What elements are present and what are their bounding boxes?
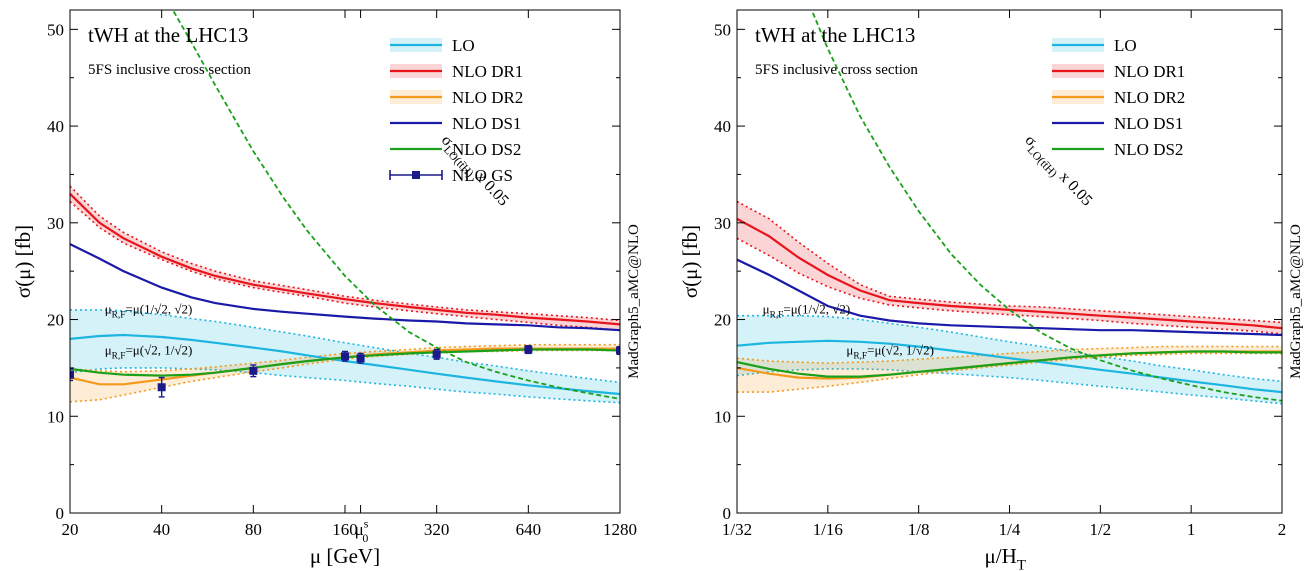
y-tick-label-1: 10 [47,407,64,426]
band-upper-0 [737,314,1282,383]
series-line-0 [737,339,1282,394]
left-chart: 0 10 20 30 40 50 20 40 80 160 320 640 1280 μs 0μ [GeV]… [11,9,642,568]
band-upper-2 [737,345,1282,364]
legend-marker-5 [412,171,420,179]
legend-label-1: NLO DR1 [452,62,523,81]
y-tick-label-1: 10 [714,407,731,426]
x-tick-label-0: 20 [62,520,79,539]
data-point-0 [70,370,74,379]
y-axis-label: σ(μ) [fb] [11,225,35,298]
legend-label-4: NLO DS2 [452,140,521,159]
series-line-1 [737,217,1282,330]
y-tick-label-4: 40 [714,117,731,136]
chart-subtitle: 5FS inclusive cross section [88,62,251,78]
data-point-6 [524,345,533,354]
legend-label-5: NLO GS [452,166,513,185]
x-tick-label-2: 80 [245,520,262,539]
scale-annotation-0: μR,F=μ(1/√2, √2) [763,302,851,321]
series-line-4 [737,350,1282,378]
x-tick-label-3: 1/4 [999,520,1021,539]
series-line-3 [737,258,1282,337]
band-0 [737,315,1282,404]
y-tick-label-0: 0 [723,504,732,523]
y-tick-label-3: 30 [47,214,64,233]
y-axis-label: σ(μ) [fb] [678,225,702,298]
scale-annotation-0: μR,F=μ(1/√2, √2) [105,302,193,321]
x-tick-label-5: 640 [516,520,542,539]
chart-subtitle: 5FS inclusive cross section [755,62,918,78]
data-point-7 [616,346,620,355]
x-axis-label: μ [GeV] [310,544,380,568]
y-tick-label-2: 20 [47,311,64,330]
band-lower-0 [70,367,620,404]
plot-area [70,10,620,404]
legend-label-2: NLO DR2 [452,88,523,107]
x-tick-label-1: 1/16 [813,520,843,539]
scale-annotation-1: μR,F=μ(√2, 1/√2) [105,342,193,361]
band-lower-2 [737,352,1282,393]
x-axis-label: μ/HT [985,544,1027,571]
x-tick-label-4: 320 [424,520,450,539]
x-tick-label-0: 1/32 [722,520,752,539]
generator-label: MadGraph5_aMC@NLO [626,224,642,379]
legend-label-3: NLO DS1 [452,114,521,133]
plot-area [737,10,1282,405]
x-tick-label-4: 1/2 [1089,520,1111,539]
band-upper-0 [70,309,620,384]
x-tick-label-6: 1280 [603,520,637,539]
mu0-label: μs 0 [355,516,369,544]
x-tick-label-5: 1 [1187,520,1196,539]
data-point-5 [432,350,441,359]
data-point-4 [356,354,365,363]
series-line-1 [70,193,620,326]
y-tick-label-3: 30 [714,214,731,233]
band-upper-1 [737,200,1282,324]
y-tick-label-4: 40 [47,117,64,136]
data-point-1 [157,383,166,392]
y-tick-label-2: 20 [714,311,731,330]
generator-label: MadGraph5_aMC@NLO [1288,224,1304,379]
band-lower-0 [737,368,1282,405]
scale-annotation-1: μR,F=μ(√2, 1/√2) [846,342,934,361]
series-line-5 [810,10,1282,402]
y-tick-label-0: 0 [56,504,65,523]
data-point-3 [341,352,349,361]
chart-title: tWH at the LHC13 [755,23,915,47]
data-point-2 [249,366,258,375]
chart-title: tWH at the LHC13 [88,23,248,47]
legend-label-3: NLO DS1 [1114,114,1183,133]
legend-label-4: NLO DS2 [1114,140,1183,159]
x-tick-label-6: 2 [1278,520,1287,539]
x-tick-label-3: 160 [332,520,358,539]
series-line-3 [70,243,620,332]
band-1 [70,186,620,331]
legend-label-0: LO [452,36,475,55]
right-chart: 0 10 20 30 40 50 1/32 1/16 1/8 1/4 1/2 1 2 μ/HT σ(μ) [… [678,9,1304,571]
legend-label-1: NLO DR1 [1114,62,1185,81]
legend-label-0: LO [1114,36,1137,55]
legend-label-2: NLO DR2 [1114,88,1185,107]
plot-frame [69,9,621,514]
curve-annotation: σLO(tt̄H) x 0.05 [1019,132,1096,212]
x-tick-label-2: 1/8 [908,520,930,539]
series-line-6 [171,10,620,400]
y-tick-label-5: 50 [47,20,64,39]
x-tick-label-1: 40 [153,520,170,539]
y-tick-label-5: 50 [714,20,731,39]
